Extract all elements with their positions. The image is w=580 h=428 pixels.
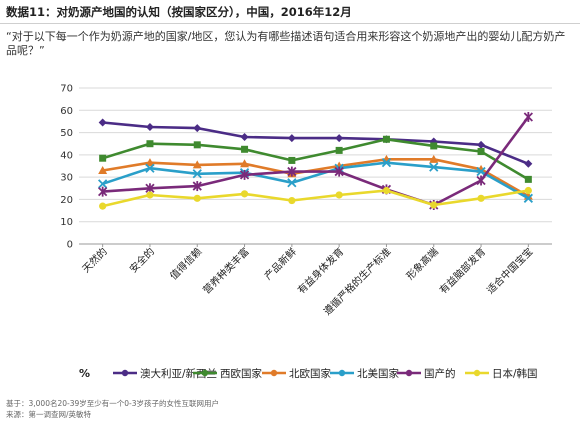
data-point <box>476 166 486 177</box>
legend-label: 澳大利亚/新西兰 <box>140 367 217 380</box>
y-tick-label: 60 <box>60 106 73 117</box>
data-point <box>524 175 532 183</box>
survey-question: “对于以下每一个作为奶源产地的国家/地区，您认为有哪些描述语句适合用来形容这个奶… <box>6 30 566 57</box>
y-tick-label: 40 <box>60 150 73 161</box>
data-point <box>288 156 296 164</box>
x-tick-label: 适合中国宝宝 <box>484 245 536 297</box>
x-tick-label: 天然的 <box>79 245 109 275</box>
series-line <box>102 158 529 198</box>
data-point <box>477 140 486 149</box>
data-point <box>477 194 485 202</box>
data-point <box>477 148 485 156</box>
x-tick-label: 营养种类丰富 <box>200 245 252 297</box>
data-point <box>287 134 296 143</box>
x-tick-label: 形象高端 <box>403 245 440 282</box>
x-tick-label: 值得信赖 <box>167 245 204 282</box>
legend-marker <box>405 369 413 377</box>
series-line <box>102 161 529 200</box>
series-line <box>102 189 529 208</box>
data-point <box>430 201 438 209</box>
data-point <box>335 191 343 199</box>
y-tick-label: 10 <box>60 217 73 228</box>
data-point <box>193 194 201 202</box>
legend-marker <box>270 369 278 377</box>
data-point <box>98 165 108 174</box>
data-point <box>381 158 392 168</box>
data-point <box>240 133 249 142</box>
data-point <box>192 169 202 179</box>
y-tick-label: 20 <box>60 195 73 206</box>
legend-marker <box>121 369 129 377</box>
data-point <box>288 196 296 205</box>
data-point <box>429 162 439 172</box>
data-point <box>193 141 201 149</box>
legend-label: 国产的 <box>424 367 456 380</box>
data-point <box>145 158 155 167</box>
data-point <box>146 140 154 148</box>
legend-label: 西欧国家 <box>220 367 262 380</box>
series-line <box>102 138 529 181</box>
data-point <box>145 163 155 173</box>
data-point <box>335 146 343 154</box>
data-point <box>99 154 107 162</box>
unit-label: % <box>79 367 90 380</box>
base-footnote: 基于：3,000名20-39岁至少有一个0-3岁孩子的女性互联网用户 <box>6 399 220 408</box>
legend-label: 北欧国家 <box>289 367 331 380</box>
x-tick-label: 有益身体发育 <box>295 245 347 297</box>
series-line <box>102 121 529 166</box>
data-point <box>382 135 390 143</box>
data-point <box>145 123 154 131</box>
series-line <box>102 116 530 207</box>
data-point <box>335 134 344 143</box>
data-point <box>240 190 249 198</box>
legend-marker <box>473 369 481 377</box>
data-point <box>192 160 202 169</box>
x-tick-label: 有益脑部发育 <box>437 245 489 297</box>
data-point <box>241 145 249 153</box>
data-point <box>430 142 438 150</box>
y-tick-label: 0 <box>67 240 73 251</box>
y-axis-ticks: 0 10 20 30 40 50 60 70 <box>60 84 73 251</box>
title-divider <box>0 23 580 24</box>
legend-marker <box>201 369 209 377</box>
data-point <box>524 159 533 168</box>
data-point <box>193 124 202 133</box>
series-lines <box>98 111 533 210</box>
legend-label: 北美国家 <box>357 367 399 380</box>
y-tick-label: 50 <box>60 128 73 139</box>
chart-legend: % 澳大利亚/新西兰 西欧国家 北欧国家 北美国家 国产的 日本/韩国 <box>79 367 538 380</box>
y-tick-label: 70 <box>60 84 73 95</box>
legend-marker <box>338 369 346 377</box>
source-footnote: 来源：第一调查网/英敏特 <box>6 410 92 419</box>
data-point <box>523 193 533 203</box>
data-point <box>382 186 391 195</box>
legend-label: 日本/韩国 <box>492 367 538 380</box>
x-tick-label: 安全的 <box>127 245 157 275</box>
data-point <box>429 154 439 163</box>
x-tick-label: 产品新鲜 <box>261 245 298 282</box>
y-tick-label: 30 <box>60 173 73 184</box>
data-point <box>240 159 250 168</box>
data-point <box>146 191 154 199</box>
data-point <box>524 186 532 195</box>
data-point <box>287 178 297 188</box>
data-point <box>98 179 108 189</box>
data-point <box>98 118 107 127</box>
data-point <box>99 202 107 210</box>
page-title: 数据11：对奶源产地国的认知（按国家区分），中国，2016年12月 <box>6 5 352 19</box>
